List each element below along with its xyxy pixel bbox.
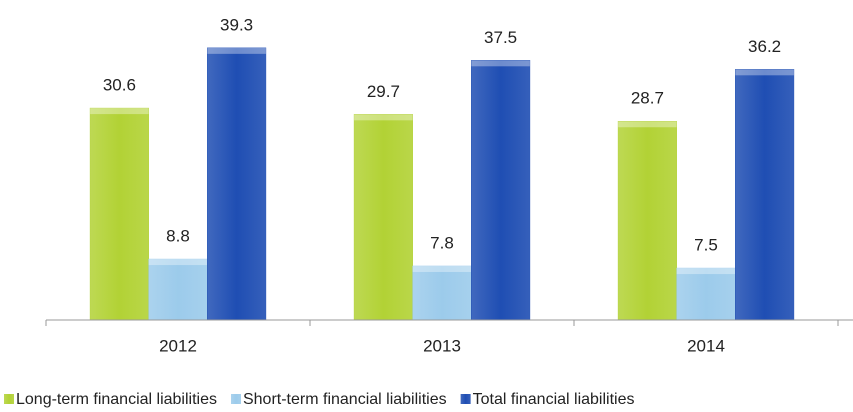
bar [353,114,413,321]
value-label: 36.2 [748,37,781,56]
bar-bevel [412,265,472,272]
bar [89,107,149,321]
bar [617,121,677,321]
bar-bevel [676,268,736,275]
bar-bevel [735,69,794,76]
bar-bevel [471,60,530,67]
legend-swatch [230,394,241,404]
value-label: 8.8 [166,227,190,246]
bar-bevel [354,114,413,121]
value-label: 7.5 [694,236,718,255]
legend-label: Total financial liabilities [473,391,635,408]
legend-label: Long-term financial liabilities [16,391,217,408]
bar [471,60,531,321]
bar [412,265,472,321]
value-label: 39.3 [220,15,253,34]
value-label: 37.5 [484,28,517,47]
legend-label: Short-term financial liabilities [243,391,447,408]
value-label: 7.8 [430,233,454,252]
bar-bevel [618,121,677,128]
x-tick-label: 2014 [687,336,725,355]
bar-bevel [148,259,208,266]
bar [207,47,267,321]
bar [148,258,208,321]
bar-bevel [207,47,266,54]
x-tick-label: 2012 [159,336,197,355]
bar [735,69,795,321]
value-label: 29.7 [367,82,400,101]
x-tick-label: 2013 [423,336,461,355]
legend-swatch [460,394,471,404]
bar [676,267,736,321]
value-label: 28.7 [631,89,664,108]
value-label: 30.6 [103,76,136,95]
legend-swatch [4,394,14,404]
bar-bevel [90,108,149,115]
